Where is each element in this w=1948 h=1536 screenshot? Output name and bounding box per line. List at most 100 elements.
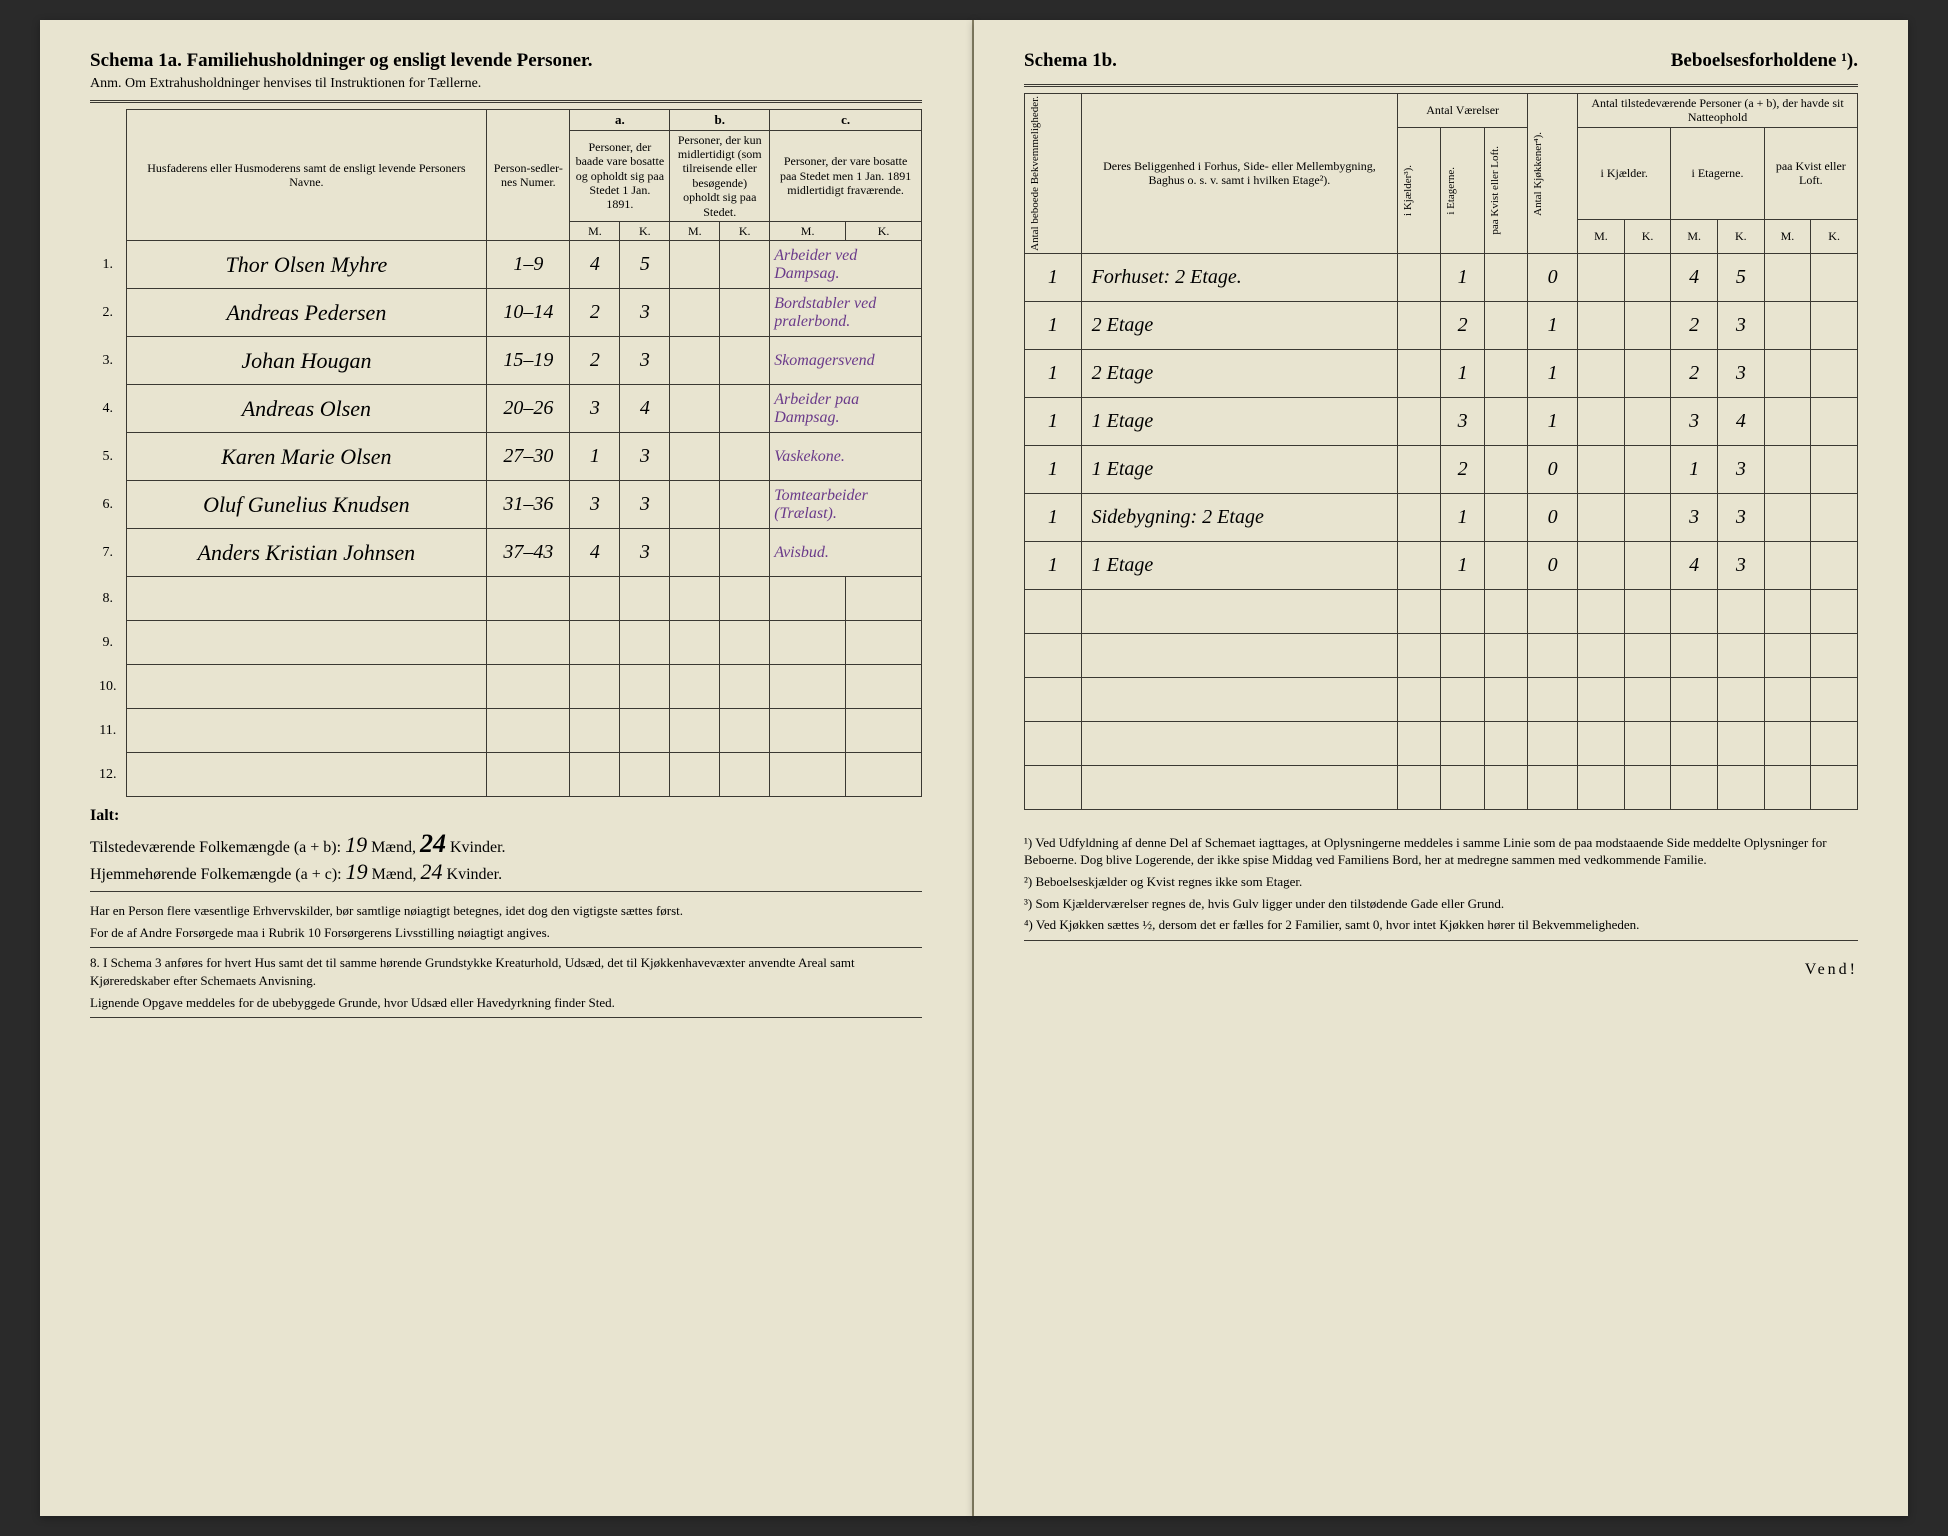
beliggenhed: Forhuset: 2 Etage. <box>1081 253 1398 301</box>
nat-et-k: 3 <box>1718 541 1765 589</box>
hdr-belig: Deres Beliggenhed i Forhus, Side- eller … <box>1081 94 1398 254</box>
table-row-empty: 9. <box>90 621 922 665</box>
v-kjael <box>1398 301 1441 349</box>
rule <box>1024 84 1858 87</box>
nat-kv-m <box>1764 397 1811 445</box>
bekv: 1 <box>1025 349 1082 397</box>
b-m <box>670 241 720 289</box>
v-etag: 1 <box>1441 349 1484 397</box>
table-row-empty: 11. <box>90 709 922 753</box>
nat-kj-k <box>1624 445 1671 493</box>
nat-kj-k <box>1624 253 1671 301</box>
rule <box>90 891 922 892</box>
nat-kv-m <box>1764 301 1811 349</box>
table-1a-head: Husfaderens eller Husmoderens samt de en… <box>90 110 922 241</box>
hdr-nat-kvist: paa Kvist eller Loft. <box>1764 127 1857 219</box>
hdr-c-text: Personer, der vare bosatte paa Stedet me… <box>770 130 922 221</box>
a-k: 5 <box>620 241 670 289</box>
row-number: 4. <box>90 385 126 433</box>
v-kvist <box>1484 397 1527 445</box>
row-number: 11. <box>90 709 126 753</box>
bekv: 1 <box>1025 301 1082 349</box>
footer-p1: Har en Person flere væsentlige Erhvervsk… <box>90 902 922 920</box>
b-k <box>720 241 770 289</box>
table-row: 11 Etage1043 <box>1025 541 1858 589</box>
fn3: ³) Som Kjælderværelser regnes de, hvis G… <box>1024 895 1858 913</box>
table-row: 2.Andreas Pedersen10–1423Bordstabler ved… <box>90 289 922 337</box>
nat-kv-m <box>1764 541 1811 589</box>
hdr-b-k: K. <box>720 221 770 240</box>
person-name: Karen Marie Olsen <box>126 433 487 481</box>
table-row: 3.Johan Hougan15–1923Skomagersvend <box>90 337 922 385</box>
table-1b-head: Antal beboede Bekvemmeligheder. Deres Be… <box>1025 94 1858 254</box>
fn4: ⁴) Ved Kjøkken sættes ½, dersom det er f… <box>1024 916 1858 934</box>
footnotes: ¹) Ved Udfyldning af denne Del af Schema… <box>1024 834 1858 934</box>
v-etag: 1 <box>1441 493 1484 541</box>
beliggenhed: Sidebygning: 2 Etage <box>1081 493 1398 541</box>
kjok: 0 <box>1528 445 1578 493</box>
fn2: ²) Beboelseskjælder og Kvist regnes ikke… <box>1024 873 1858 891</box>
a-k: 3 <box>620 529 670 577</box>
v-kvist <box>1484 301 1527 349</box>
a-k: 3 <box>620 289 670 337</box>
footer-p2: For de af Andre Forsørgede maa i Rubrik … <box>90 924 922 942</box>
table-1b-body: 1Forhuset: 2 Etage.104512 Etage212312 Et… <box>1025 253 1858 809</box>
b-m <box>670 481 720 529</box>
hdr-b-text: Personer, der kun midlertidigt (som tilr… <box>670 130 770 221</box>
v-kvist <box>1484 541 1527 589</box>
table-row-empty: 10. <box>90 665 922 709</box>
v-kjael <box>1398 493 1441 541</box>
ialt-label: Ialt: <box>90 807 922 825</box>
nat-et-m: 4 <box>1671 253 1718 301</box>
table-row-empty <box>1025 765 1858 809</box>
v-etag: 2 <box>1441 445 1484 493</box>
person-num: 20–26 <box>487 385 570 433</box>
table-1b: Antal beboede Bekvemmeligheder. Deres Be… <box>1024 93 1858 810</box>
table-1a-body: 1.Thor Olsen Myhre1–945Arbeider ved Damp… <box>90 241 922 797</box>
nat-kv-m <box>1764 253 1811 301</box>
table-row-empty <box>1025 589 1858 633</box>
nat-et-k: 3 <box>1718 493 1765 541</box>
nat-kj-m <box>1578 301 1625 349</box>
beliggenhed: 1 Etage <box>1081 445 1398 493</box>
schema-1a-subtitle: Anm. Om Extrahusholdninger henvises til … <box>90 76 922 92</box>
person-num: 15–19 <box>487 337 570 385</box>
bekv: 1 <box>1025 397 1082 445</box>
v-kvist <box>1484 253 1527 301</box>
hdr-bekv: Antal beboede Bekvemmeligheder. <box>1029 96 1042 251</box>
totals-line-2: Hjemmehørende Folkemængde (a + c): 19 Mæ… <box>90 859 922 885</box>
table-row-empty <box>1025 721 1858 765</box>
nat-kv-k <box>1811 397 1858 445</box>
v-etag: 3 <box>1441 397 1484 445</box>
hdr-v-kvist: paa Kvist eller Loft. <box>1489 146 1502 235</box>
table-row: 6.Oluf Gunelius Knudsen31–3633Tomtearbei… <box>90 481 922 529</box>
nat-et-m: 4 <box>1671 541 1718 589</box>
hdr-b-label: b. <box>670 110 770 131</box>
hdr-nat-kjael: i Kjælder. <box>1578 127 1671 219</box>
nat-et-m: 2 <box>1671 301 1718 349</box>
v-kjael <box>1398 349 1441 397</box>
beliggenhed: 2 Etage <box>1081 301 1398 349</box>
row-number: 3. <box>90 337 126 385</box>
person-num: 27–30 <box>487 433 570 481</box>
table-row: 12 Etage2123 <box>1025 301 1858 349</box>
person-name: Johan Hougan <box>126 337 487 385</box>
occupation-note: Avisbud. <box>770 529 922 577</box>
table-row-empty <box>1025 633 1858 677</box>
rule <box>90 1017 922 1018</box>
bekv: 1 <box>1025 253 1082 301</box>
v-kvist <box>1484 349 1527 397</box>
occupation-note: Skomagersvend <box>770 337 922 385</box>
table-row: 11 Etage2013 <box>1025 445 1858 493</box>
table-row: 7.Anders Kristian Johnsen37–4343Avisbud. <box>90 529 922 577</box>
table-row: 1Sidebygning: 2 Etage1033 <box>1025 493 1858 541</box>
a-m: 4 <box>570 241 620 289</box>
a-k: 3 <box>620 481 670 529</box>
hdr-kjok: Antal Kjøkkener⁴). <box>1532 132 1545 216</box>
row-number: 5. <box>90 433 126 481</box>
person-num: 37–43 <box>487 529 570 577</box>
footer-p3b: Lignende Opgave meddeles for de ubebygge… <box>90 994 922 1012</box>
nat-kj-m <box>1578 397 1625 445</box>
a-m: 2 <box>570 289 620 337</box>
row-number: 8. <box>90 577 126 621</box>
